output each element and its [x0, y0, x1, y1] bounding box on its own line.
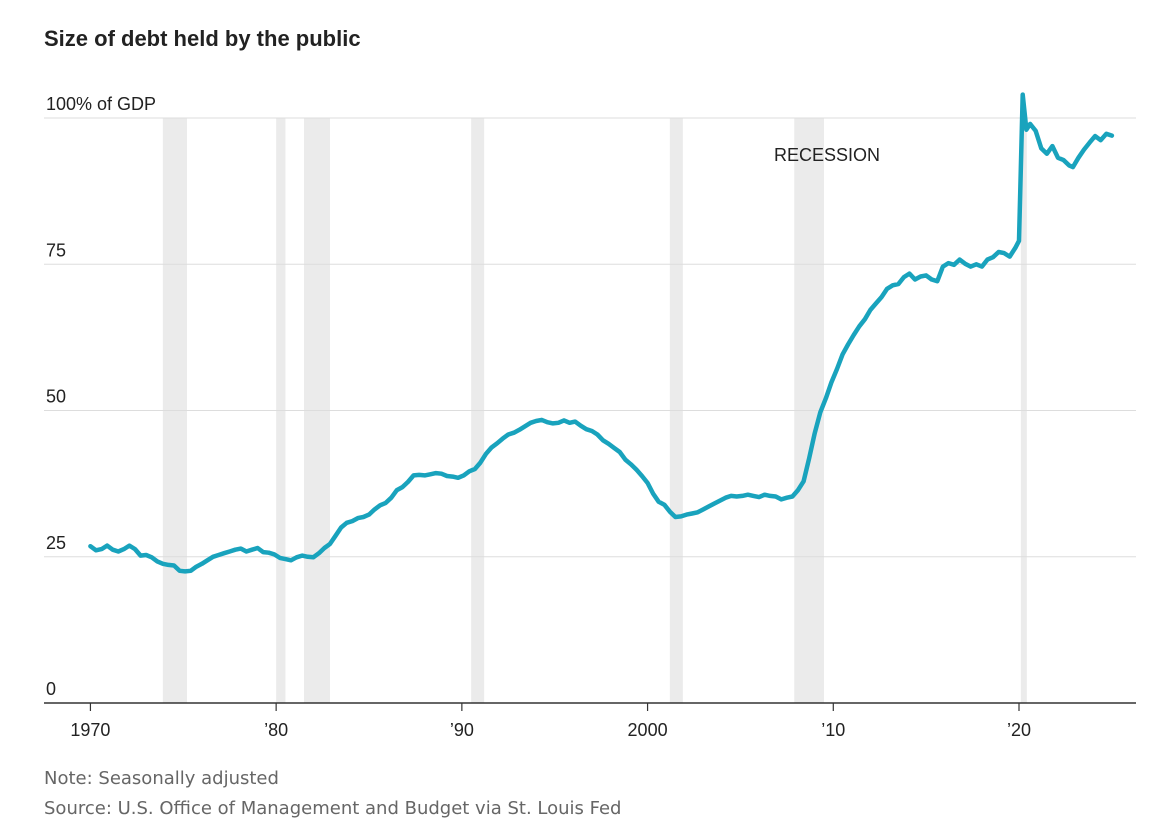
chart-note: Note: Seasonally adjusted [44, 768, 279, 789]
x-tick-label-1: ’80 [264, 720, 288, 740]
x-tick-label-4: ’10 [821, 720, 845, 740]
debt-line-chart: 0 25 50 75 100% of GDP RECESSION 1970 ’80 ’90 200… [44, 92, 1136, 740]
y-tick-label-4: 100% of GDP [46, 94, 156, 114]
y-tick-label-3: 75 [46, 240, 66, 260]
chart-title: Size of debt held by the public [44, 26, 361, 51]
series-line-0 [88, 92, 1115, 574]
chart-source: Source: U.S. Office of Management and Bu… [44, 798, 622, 819]
x-tick-label-0: 1970 [70, 720, 110, 740]
x-tick-label-3: 2000 [628, 720, 668, 740]
x-tick-label-2: ’90 [450, 720, 474, 740]
x-tick-label-5: ’20 [1007, 720, 1031, 740]
recession-annotation: RECESSION [774, 145, 880, 165]
y-tick-label-1: 25 [46, 533, 66, 553]
y-tick-label-0: 0 [46, 679, 56, 699]
y-tick-label-2: 50 [46, 387, 66, 407]
